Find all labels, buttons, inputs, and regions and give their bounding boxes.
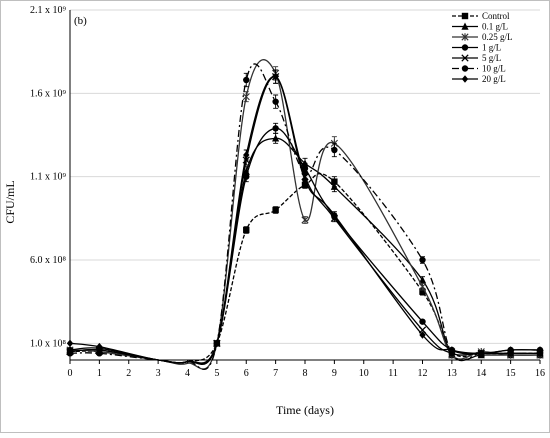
legend-marker xyxy=(461,75,469,83)
x-tick-label: 15 xyxy=(506,368,516,379)
x-tick-label: 4 xyxy=(185,368,190,379)
data-point xyxy=(242,92,250,101)
legend-marker xyxy=(461,12,469,20)
x-tick-label: 10 xyxy=(359,368,369,379)
data-point xyxy=(66,339,74,348)
y-axis-title: CFU/mL xyxy=(3,180,17,223)
series-lines xyxy=(66,59,544,370)
data-point xyxy=(272,98,279,105)
legend-item: Control xyxy=(452,11,510,21)
x-axis-title: Time (days) xyxy=(276,403,334,417)
data-point xyxy=(536,346,544,354)
series-line xyxy=(69,59,541,370)
panel-label: (b) xyxy=(74,15,87,27)
legend-label: 1 g/L xyxy=(482,43,501,53)
data-point xyxy=(419,318,426,325)
x-tick-label: 16 xyxy=(535,368,545,379)
data-point xyxy=(478,349,485,358)
data-point xyxy=(243,151,250,159)
legend-item: 0.25 g/L xyxy=(452,32,513,42)
data-point xyxy=(331,146,338,154)
data-point xyxy=(448,346,456,354)
legend-marker xyxy=(461,44,469,51)
x-tick-label: 0 xyxy=(68,368,73,379)
data-point xyxy=(419,256,426,264)
x-tick-label: 6 xyxy=(244,368,249,379)
x-tick-label: 8 xyxy=(303,368,308,379)
data-point xyxy=(419,288,426,295)
legend-item: 0.1 g/L xyxy=(452,22,508,32)
x-tick-label: 12 xyxy=(418,368,428,379)
x-tick-label: 11 xyxy=(388,368,398,379)
y-tick-label: 1.1 x 10⁹ xyxy=(30,172,67,183)
data-point xyxy=(330,182,338,190)
series-6 xyxy=(66,69,544,365)
x-tick-label: 2 xyxy=(126,368,131,379)
data-point xyxy=(243,226,250,234)
data-point xyxy=(507,346,514,354)
data-point xyxy=(272,125,279,132)
x-tick-label: 7 xyxy=(273,368,278,379)
data-point xyxy=(243,173,250,180)
data-point xyxy=(213,339,221,348)
x-tick-label: 5 xyxy=(214,368,219,379)
legend-label: 20 g/L xyxy=(482,74,506,84)
legend-marker xyxy=(461,22,469,30)
data-point xyxy=(96,342,103,351)
data-point xyxy=(418,282,427,291)
legend-item: 1 g/L xyxy=(452,43,501,53)
data-point xyxy=(272,206,279,214)
legend-marker xyxy=(461,33,469,41)
y-tick-label: 1.0 x 10⁸ xyxy=(30,338,67,349)
data-point xyxy=(96,350,103,357)
legend-label: 5 g/L xyxy=(482,53,501,63)
x-tick-label: 3 xyxy=(156,368,161,379)
data-point xyxy=(66,350,74,357)
data-point xyxy=(272,72,279,81)
legend-label: 0.1 g/L xyxy=(482,22,508,32)
data-point xyxy=(331,211,338,219)
legend-item: 10 g/L xyxy=(452,64,506,74)
data-point xyxy=(419,331,426,339)
data-point xyxy=(301,216,309,224)
data-point xyxy=(418,276,427,284)
y-tick-label: 1.6 x 10⁹ xyxy=(30,88,67,99)
gridlines xyxy=(70,9,540,344)
legend-marker xyxy=(461,65,469,72)
y-tick-label: 6.0 x 10⁸ xyxy=(30,255,67,266)
legend-marker xyxy=(461,54,469,62)
x-tick-label: 13 xyxy=(447,368,457,379)
x-tick-label: 9 xyxy=(332,368,337,379)
legend-label: Control xyxy=(482,11,510,21)
legend-item: 20 g/L xyxy=(452,74,506,84)
legend-label: 10 g/L xyxy=(482,64,506,74)
legend-item: 5 g/L xyxy=(452,53,501,63)
x-tick-label: 1 xyxy=(97,368,102,379)
data-point xyxy=(301,176,309,184)
x-tick-label: 14 xyxy=(476,368,486,379)
series-line xyxy=(69,76,541,365)
data-point xyxy=(243,76,250,84)
y-tick-label: 2.1 x 10⁹ xyxy=(30,5,67,16)
data-point xyxy=(272,134,280,142)
legend-label: 0.25 g/L xyxy=(482,32,513,42)
